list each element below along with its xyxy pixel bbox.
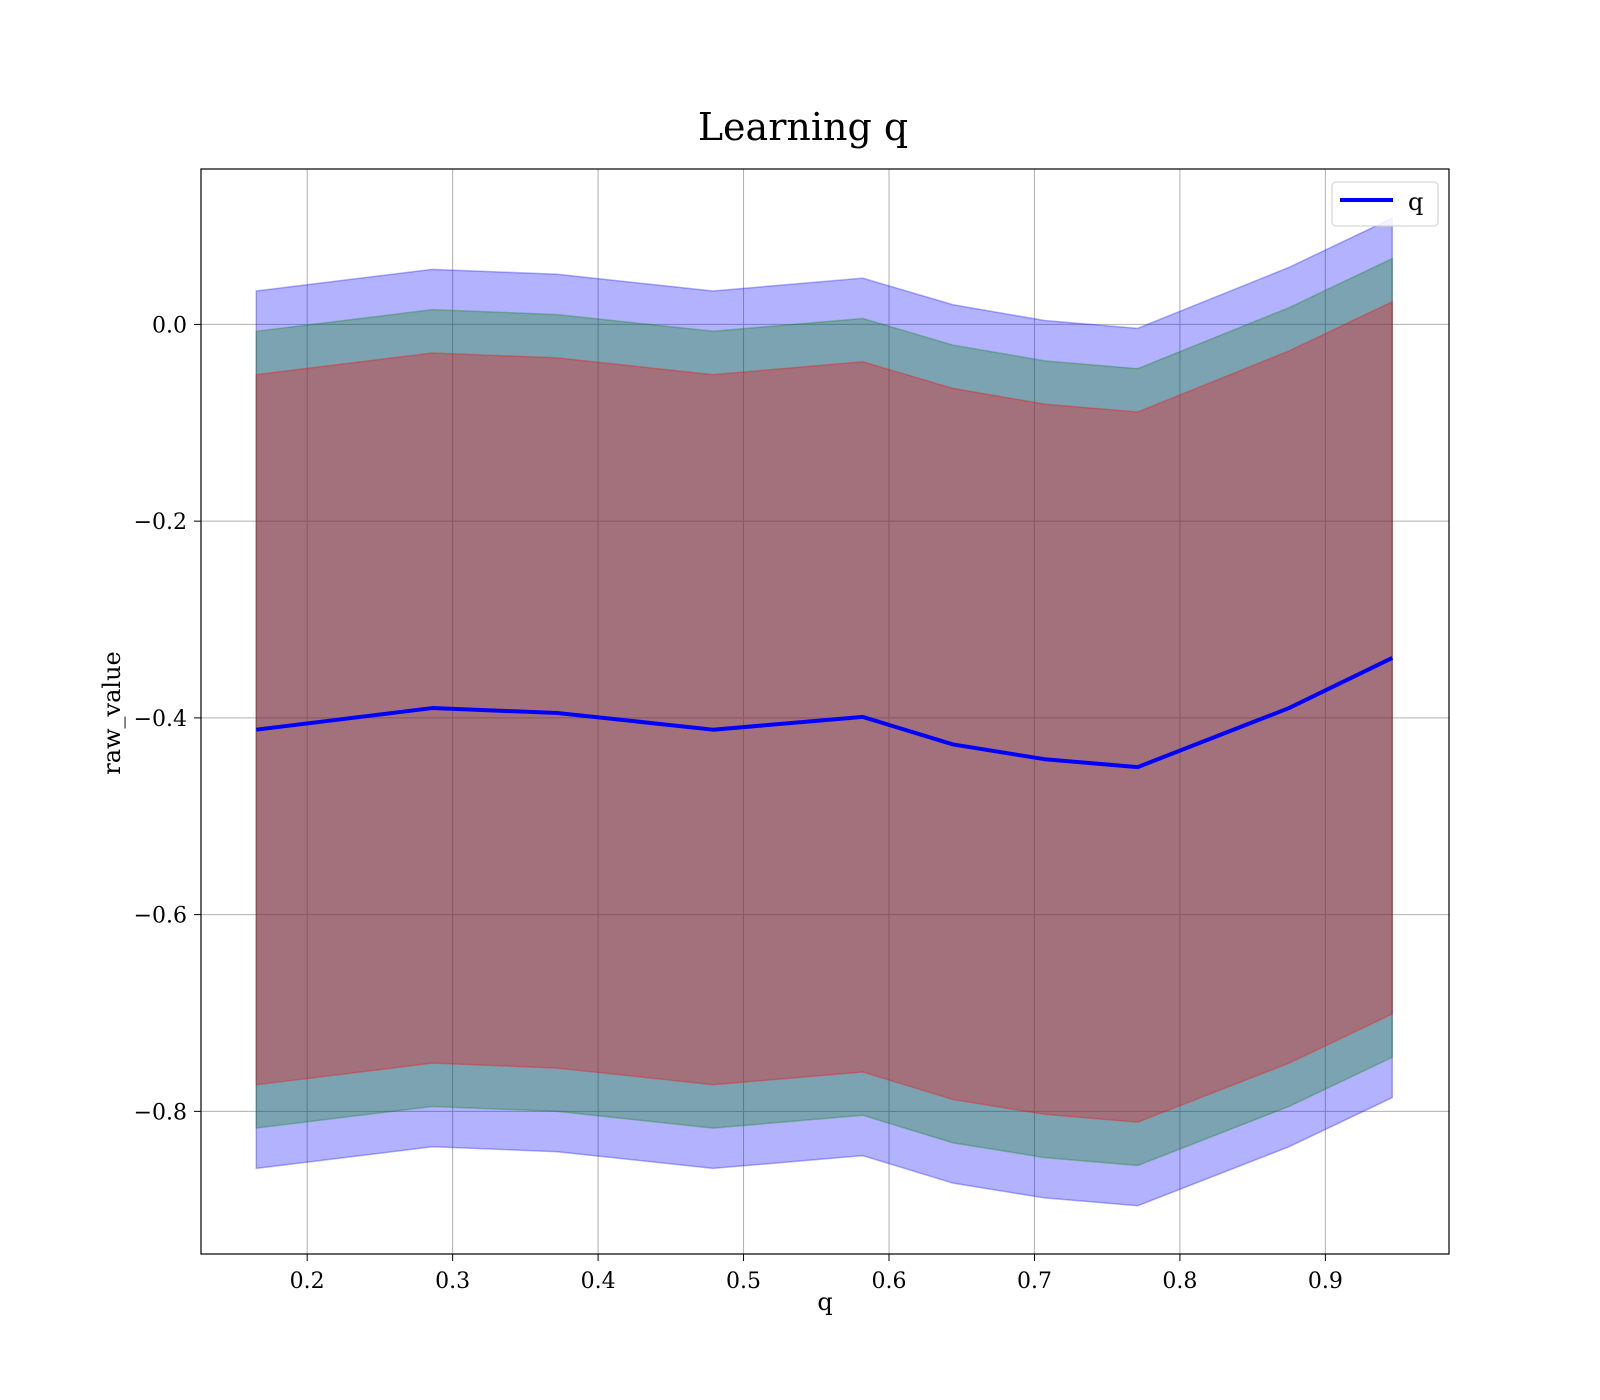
y-axis-ticks: 0.0 −0.2 −0.4 −0.6 −0.8 [134, 313, 201, 1125]
series-line-q [256, 656, 1394, 770]
y-tick-label: −0.2 [134, 510, 187, 535]
confidence-bands [255, 216, 1394, 1207]
x-axis-label: q [817, 1288, 832, 1316]
y-tick-label: −0.8 [134, 1100, 187, 1125]
legend-box [1331, 181, 1439, 227]
plot-frame [200, 168, 1450, 1255]
x-tick-label: 0.8 [1162, 1269, 1197, 1294]
grid [201, 169, 1449, 1254]
y-tick-label: 0.0 [152, 313, 187, 338]
x-tick-label: 0.3 [435, 1269, 470, 1294]
y-axis-label: raw_value [98, 651, 126, 775]
confidence-band-2 [255, 257, 1394, 1167]
legend-label-q: q [1408, 188, 1423, 216]
y-tick-label: −0.6 [134, 904, 187, 929]
x-tick-label: 0.7 [1017, 1269, 1052, 1294]
y-tick-label: −0.4 [134, 707, 187, 732]
confidence-band-1 [255, 216, 1394, 1207]
x-tick-label: 0.2 [290, 1269, 325, 1294]
legend: q [1331, 181, 1439, 227]
x-tick-label: 0.4 [581, 1269, 616, 1294]
chart-title: Learning q [698, 105, 908, 149]
x-tick-label: 0.5 [726, 1269, 761, 1294]
series-lines [256, 656, 1394, 770]
x-axis-ticks: 0.2 0.3 0.4 0.5 0.6 0.7 0.8 0.9 [290, 1254, 1343, 1294]
x-tick-label: 0.6 [872, 1269, 907, 1294]
confidence-band-3 [255, 300, 1394, 1123]
x-tick-label: 0.9 [1308, 1269, 1343, 1294]
